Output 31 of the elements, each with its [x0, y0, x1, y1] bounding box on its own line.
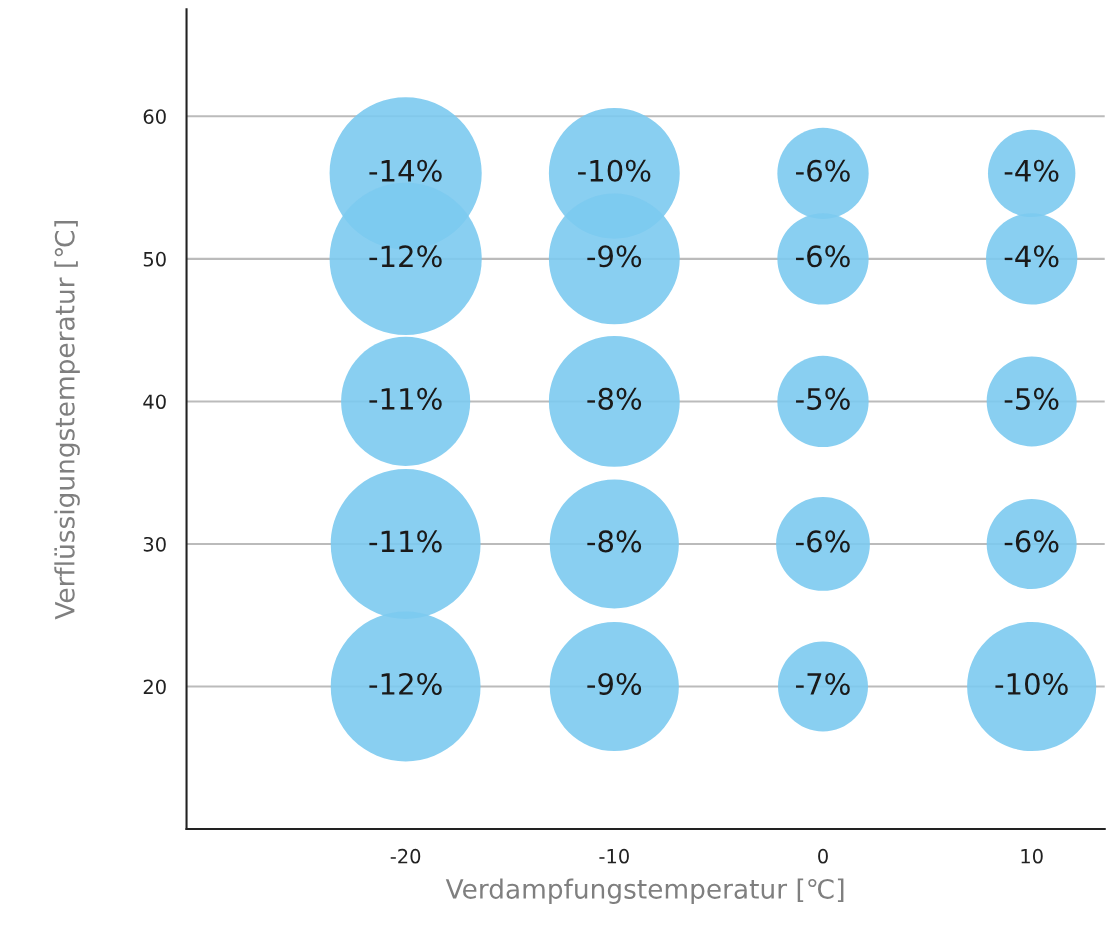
annotation: -11%: [369, 387, 442, 410]
annotation: -6%: [796, 159, 850, 182]
annotation: -10%: [995, 672, 1068, 695]
annotation: -4%: [1004, 245, 1059, 268]
x-tick-label: -20: [390, 848, 421, 864]
annotation: -9%: [587, 245, 642, 268]
annotation: -4%: [1004, 159, 1059, 182]
annotation: -11%: [369, 530, 442, 553]
x-tick-label: -10: [599, 848, 629, 864]
annotation: -12%: [369, 245, 442, 268]
y-axis-title: Verflüssigungstemperatur [℃]: [54, 221, 80, 620]
annotation: -8%: [587, 387, 642, 410]
annotation: -10%: [578, 159, 651, 182]
y-tick-label: 30: [143, 536, 166, 552]
annotation: -5%: [1004, 387, 1059, 410]
y-tick-label: 40: [143, 394, 166, 410]
x-axis-title: Verdampfungstemperatur [℃]: [445, 878, 844, 904]
y-tick-label: 20: [143, 679, 166, 695]
annotation: -5%: [796, 387, 850, 410]
annotation: -7%: [796, 672, 850, 695]
annotation: -9%: [587, 672, 642, 695]
annotation: -6%: [1004, 530, 1059, 553]
annotation: -12%: [369, 672, 442, 695]
y-tick-label: 60: [143, 109, 166, 124]
y-tick-label: 50: [143, 251, 166, 267]
annotation: -14%: [369, 159, 442, 182]
annotation: -8%: [587, 530, 642, 553]
x-tick-label: 0: [818, 848, 828, 864]
x-tick-label: 10: [1021, 848, 1043, 864]
annotation: -6%: [796, 245, 850, 268]
annotation: -6%: [796, 530, 850, 553]
